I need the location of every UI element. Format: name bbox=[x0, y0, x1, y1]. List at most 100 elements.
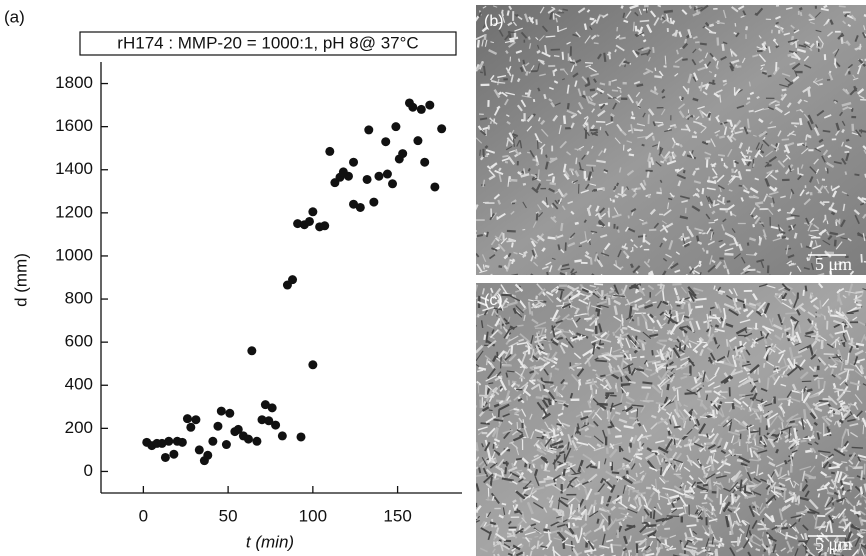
texture bbox=[485, 146, 487, 148]
texture bbox=[491, 81, 496, 82]
texture bbox=[514, 15, 517, 16]
texture bbox=[536, 296, 537, 300]
texture bbox=[824, 381, 825, 389]
texture bbox=[795, 504, 799, 505]
texture bbox=[656, 193, 661, 194]
y-tick-label: 200 bbox=[65, 418, 93, 437]
point bbox=[420, 158, 429, 167]
texture bbox=[687, 226, 688, 230]
texture bbox=[795, 233, 796, 239]
texture bbox=[805, 142, 806, 146]
texture bbox=[669, 339, 673, 341]
texture bbox=[723, 44, 724, 51]
texture bbox=[607, 448, 608, 454]
texture bbox=[491, 274, 495, 282]
texture bbox=[501, 357, 502, 369]
point bbox=[244, 435, 253, 444]
texture bbox=[672, 21, 674, 25]
texture bbox=[595, 360, 606, 361]
texture bbox=[784, 489, 785, 500]
texture bbox=[510, 260, 515, 261]
texture bbox=[642, 382, 652, 383]
texture bbox=[491, 121, 492, 124]
texture bbox=[484, 335, 485, 340]
texture bbox=[818, 493, 819, 497]
texture bbox=[574, 260, 581, 261]
texture bbox=[685, 39, 686, 43]
texture bbox=[529, 168, 530, 171]
texture bbox=[746, 255, 755, 256]
texture bbox=[758, 529, 766, 530]
texture bbox=[787, 218, 795, 220]
texture bbox=[718, 155, 725, 156]
texture bbox=[719, 136, 724, 137]
texture bbox=[568, 475, 580, 476]
texture bbox=[660, 188, 661, 192]
texture bbox=[761, 331, 762, 336]
texture bbox=[660, 161, 663, 162]
point bbox=[308, 360, 317, 369]
texture bbox=[576, 158, 577, 165]
texture bbox=[536, 397, 543, 398]
y-tick-label: 1800 bbox=[55, 73, 93, 92]
texture bbox=[537, 162, 539, 165]
texture bbox=[754, 253, 756, 256]
texture bbox=[714, 200, 715, 205]
point bbox=[278, 431, 287, 440]
texture bbox=[542, 465, 543, 469]
texture bbox=[661, 544, 662, 549]
texture bbox=[731, 211, 732, 215]
texture bbox=[801, 483, 802, 491]
texture bbox=[480, 150, 481, 156]
texture bbox=[861, 470, 862, 480]
texture bbox=[668, 199, 672, 200]
point bbox=[356, 203, 365, 212]
texture bbox=[851, 338, 852, 345]
texture bbox=[708, 545, 714, 546]
texture bbox=[776, 22, 779, 23]
texture bbox=[631, 264, 633, 268]
texture bbox=[499, 409, 500, 417]
texture bbox=[622, 195, 626, 197]
texture bbox=[486, 154, 489, 155]
texture bbox=[481, 423, 490, 424]
texture bbox=[620, 522, 622, 526]
texture bbox=[520, 497, 521, 502]
y-tick-label: 400 bbox=[65, 375, 93, 394]
x-tick-label: 0 bbox=[139, 506, 148, 525]
texture bbox=[724, 254, 733, 255]
texture bbox=[571, 527, 578, 528]
texture bbox=[823, 131, 831, 132]
texture bbox=[675, 170, 679, 171]
texture bbox=[748, 119, 749, 129]
texture bbox=[785, 248, 791, 249]
texture bbox=[542, 396, 547, 397]
texture bbox=[648, 171, 649, 177]
point bbox=[308, 207, 317, 216]
texture bbox=[680, 145, 682, 147]
texture bbox=[753, 224, 754, 227]
texture bbox=[502, 10, 503, 13]
texture bbox=[491, 477, 492, 484]
x-tick-label: 100 bbox=[299, 506, 327, 525]
texture bbox=[702, 503, 708, 504]
point bbox=[344, 172, 353, 181]
texture bbox=[804, 409, 805, 420]
texture bbox=[683, 275, 687, 279]
texture bbox=[856, 292, 863, 293]
texture bbox=[544, 478, 552, 479]
texture bbox=[768, 76, 772, 77]
texture bbox=[615, 49, 616, 52]
texture bbox=[539, 481, 545, 482]
texture bbox=[841, 462, 847, 463]
texture bbox=[839, 6, 846, 7]
texture bbox=[735, 430, 739, 431]
texture bbox=[695, 169, 699, 170]
texture bbox=[731, 526, 732, 535]
texture bbox=[682, 542, 683, 550]
texture bbox=[776, 449, 778, 453]
texture bbox=[703, 485, 708, 486]
texture bbox=[483, 264, 484, 269]
texture bbox=[487, 359, 488, 365]
texture bbox=[597, 519, 598, 524]
